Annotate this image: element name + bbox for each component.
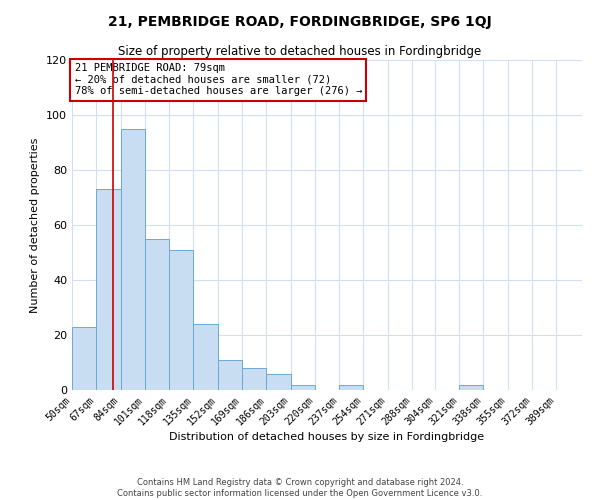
Text: 21 PEMBRIDGE ROAD: 79sqm
← 20% of detached houses are smaller (72)
78% of semi-d: 21 PEMBRIDGE ROAD: 79sqm ← 20% of detach…: [74, 64, 362, 96]
Bar: [145, 239, 169, 390]
Bar: [242, 368, 266, 390]
Bar: [121, 128, 145, 390]
Bar: [193, 324, 218, 390]
Bar: [218, 360, 242, 390]
Bar: [459, 384, 484, 390]
Bar: [266, 374, 290, 390]
Text: 21, PEMBRIDGE ROAD, FORDINGBRIDGE, SP6 1QJ: 21, PEMBRIDGE ROAD, FORDINGBRIDGE, SP6 1…: [108, 15, 492, 29]
Bar: [290, 384, 315, 390]
Bar: [339, 384, 364, 390]
Y-axis label: Number of detached properties: Number of detached properties: [31, 138, 40, 312]
X-axis label: Distribution of detached houses by size in Fordingbridge: Distribution of detached houses by size …: [169, 432, 485, 442]
Text: Contains HM Land Registry data © Crown copyright and database right 2024.
Contai: Contains HM Land Registry data © Crown c…: [118, 478, 482, 498]
Text: Size of property relative to detached houses in Fordingbridge: Size of property relative to detached ho…: [118, 45, 482, 58]
Bar: [169, 250, 193, 390]
Bar: [72, 327, 96, 390]
Bar: [96, 189, 121, 390]
